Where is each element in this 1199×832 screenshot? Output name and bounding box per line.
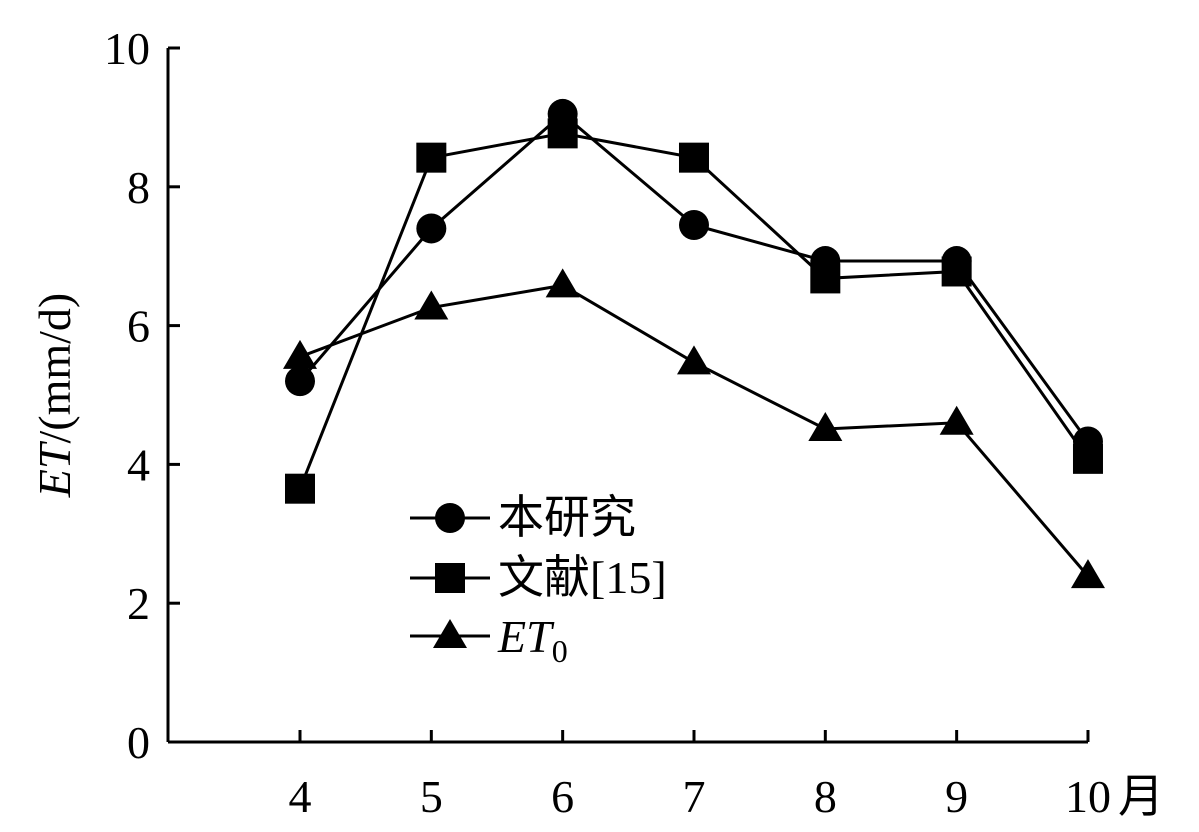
point-1-2 bbox=[547, 118, 578, 149]
legend-label-1: 文献[15] bbox=[498, 552, 667, 603]
point-2-3 bbox=[676, 345, 711, 375]
point-0-0 bbox=[285, 366, 315, 397]
point-0-3 bbox=[678, 209, 709, 240]
series-layer bbox=[283, 98, 1105, 589]
y-tick-label-10: 10 bbox=[104, 23, 150, 74]
x-tick-label-7: 7 bbox=[682, 771, 705, 822]
legend-item-0: 本研究 bbox=[410, 492, 636, 543]
point-1-3 bbox=[678, 142, 709, 173]
point-1-0 bbox=[285, 473, 315, 504]
y-tick-label-0: 0 bbox=[127, 717, 150, 768]
x-tick-label-8: 8 bbox=[814, 771, 837, 822]
point-2-6 bbox=[1070, 559, 1105, 589]
point-2-4 bbox=[808, 412, 843, 442]
point-1-5 bbox=[941, 256, 972, 287]
y-axis-label-unit: /(mm/d) bbox=[29, 293, 80, 444]
legend-label-2-main: ET bbox=[497, 611, 555, 662]
point-2-2 bbox=[545, 268, 580, 298]
x-axis: 4 5 6 7 8 9 10 月 bbox=[168, 730, 1164, 822]
legend-item-1: 文献[15] bbox=[410, 552, 667, 603]
point-1-6 bbox=[1072, 443, 1103, 474]
y-tick-label-6: 6 bbox=[127, 301, 150, 352]
legend-label-2-subscript: 0 bbox=[552, 633, 568, 669]
series-1 bbox=[285, 118, 1103, 504]
legend-marker-circle bbox=[435, 503, 465, 533]
x-tick-label-4: 4 bbox=[289, 771, 312, 822]
point-0-1 bbox=[416, 213, 447, 244]
x-tick-label-9: 9 bbox=[945, 771, 968, 822]
y-axis-label: ET/(mm/d) bbox=[29, 293, 80, 498]
y-ticks: 0 2 4 6 8 10 bbox=[104, 23, 180, 768]
legend-label-0: 本研究 bbox=[498, 492, 636, 543]
legend: 本研究 文献[15] ET0 bbox=[410, 492, 667, 669]
legend-label-2: ET0 bbox=[497, 611, 568, 669]
point-2-5 bbox=[939, 405, 974, 435]
x-ticks: 4 5 6 7 8 9 10 bbox=[289, 730, 1111, 822]
point-1-1 bbox=[416, 142, 447, 173]
y-tick-label-4: 4 bbox=[127, 439, 150, 490]
y-axis-label-italic: ET bbox=[29, 440, 80, 498]
series-2 bbox=[283, 268, 1105, 589]
legend-marker-square bbox=[435, 563, 465, 593]
point-2-1 bbox=[414, 290, 449, 320]
legend-item-2: ET0 bbox=[410, 611, 568, 669]
x-unit-label: 月 bbox=[1118, 771, 1164, 822]
x-tick-label-5: 5 bbox=[420, 771, 443, 822]
y-axis: 0 2 4 6 8 10 bbox=[104, 23, 180, 768]
point-1-4 bbox=[810, 263, 841, 294]
point-2-0 bbox=[283, 339, 317, 369]
y-tick-label-2: 2 bbox=[127, 578, 150, 629]
x-tick-label-6: 6 bbox=[551, 771, 574, 822]
x-tick-label-10: 10 bbox=[1065, 771, 1111, 822]
legend-marker-triangle bbox=[433, 619, 467, 648]
y-tick-label-8: 8 bbox=[127, 162, 150, 213]
